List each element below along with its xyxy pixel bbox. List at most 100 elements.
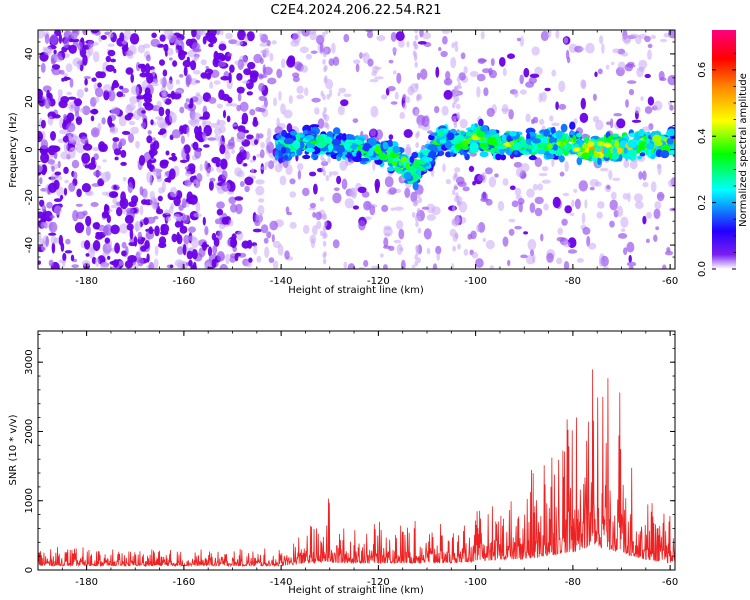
noise-cell [633,193,643,203]
noise-cell [374,76,384,80]
noise-cell [547,30,552,38]
noise-cell [292,76,300,83]
noise-cell [236,73,243,81]
snr-x-ticks: -180 -160 -140 -120 -100 -80 -60 [37,331,678,588]
noise-cell [160,224,166,234]
x-tick-label: -140 [270,276,293,287]
noise-cell [186,250,193,260]
noise-cell [70,254,75,262]
noise-cell [120,161,127,166]
noise-cell [322,94,326,101]
noise-cell [227,138,235,147]
noise-cell [395,31,405,42]
signal-cell [290,130,298,136]
signal-cell [666,137,674,145]
noise-cell [184,166,190,170]
noise-cell [525,81,535,88]
noise-cell [328,58,335,66]
noise-cell [40,62,46,73]
x-tick-label: -80 [565,276,581,287]
noise-cell [647,43,653,49]
noise-cell [112,79,119,86]
noise-cell [150,119,154,126]
noise-cell [650,181,657,193]
noise-cell [253,244,258,255]
noise-cell [634,201,644,209]
noise-cell [58,234,64,246]
noise-cell [63,113,67,120]
noise-cell [644,35,651,43]
noise-cell [415,82,419,89]
noise-cell [597,68,603,75]
signal-cell [509,141,515,146]
noise-cell [222,110,227,119]
noise-cell [532,183,539,191]
noise-cell [598,258,603,267]
noise-cell [156,208,164,215]
noise-cell [315,211,322,221]
noise-cell [39,177,43,185]
noise-cell [388,187,397,195]
signal-cell [450,128,457,134]
signal-cell [560,123,568,133]
noise-cell [592,93,597,101]
noise-cell [638,171,643,180]
noise-cell [157,131,165,136]
noise-cell [642,170,647,181]
noise-cell [126,103,136,111]
signal-cell [479,142,489,149]
signal-cell [500,154,507,161]
spectrogram-y-label: Frequency (Hz) [8,112,19,188]
noise-cell [602,266,610,269]
noise-cell [323,66,327,73]
noise-cell [200,59,207,66]
signal-cell [552,144,558,151]
noise-cell [40,139,49,151]
noise-cell [220,158,228,170]
noise-cell [260,149,265,159]
noise-cell [442,35,448,45]
noise-cell [661,264,667,269]
signal-cell [639,152,646,157]
noise-cell [159,34,166,42]
noise-cell [168,57,173,61]
noise-cell [85,225,91,236]
noise-cell [259,42,268,47]
noise-cell [398,228,405,240]
signal-cell [283,137,294,145]
noise-cell [173,89,183,94]
noise-cell [258,95,267,101]
noise-cell [601,43,605,54]
noise-cell [432,263,438,269]
noise-cell [434,106,440,114]
noise-cell [225,253,230,265]
noise-cell [44,210,53,222]
noise-cell [463,66,468,74]
noise-cell [231,123,238,127]
signal-cell [495,153,502,161]
signal-cell [525,145,534,150]
noise-cell [236,86,245,94]
noise-cell [135,140,140,149]
noise-cell [311,97,321,103]
noise-cell [219,144,226,155]
noise-cell [62,135,70,143]
noise-cell [85,215,92,227]
noise-cell [628,88,635,96]
noise-cell [74,111,80,118]
signal-cell [637,155,642,160]
noise-cell [299,46,309,54]
noise-cell [569,212,575,217]
noise-cell [415,108,419,115]
signal-cell [346,154,354,159]
noise-cell [343,261,348,269]
noise-cell [435,66,440,78]
noise-cell [207,266,214,269]
noise-cell [61,77,65,82]
noise-cell [249,159,255,163]
signal-cell [479,151,489,158]
noise-cell [391,47,398,53]
signal-cell [315,134,324,143]
x-tick-label: -140 [270,577,293,588]
noise-cell [141,121,146,129]
